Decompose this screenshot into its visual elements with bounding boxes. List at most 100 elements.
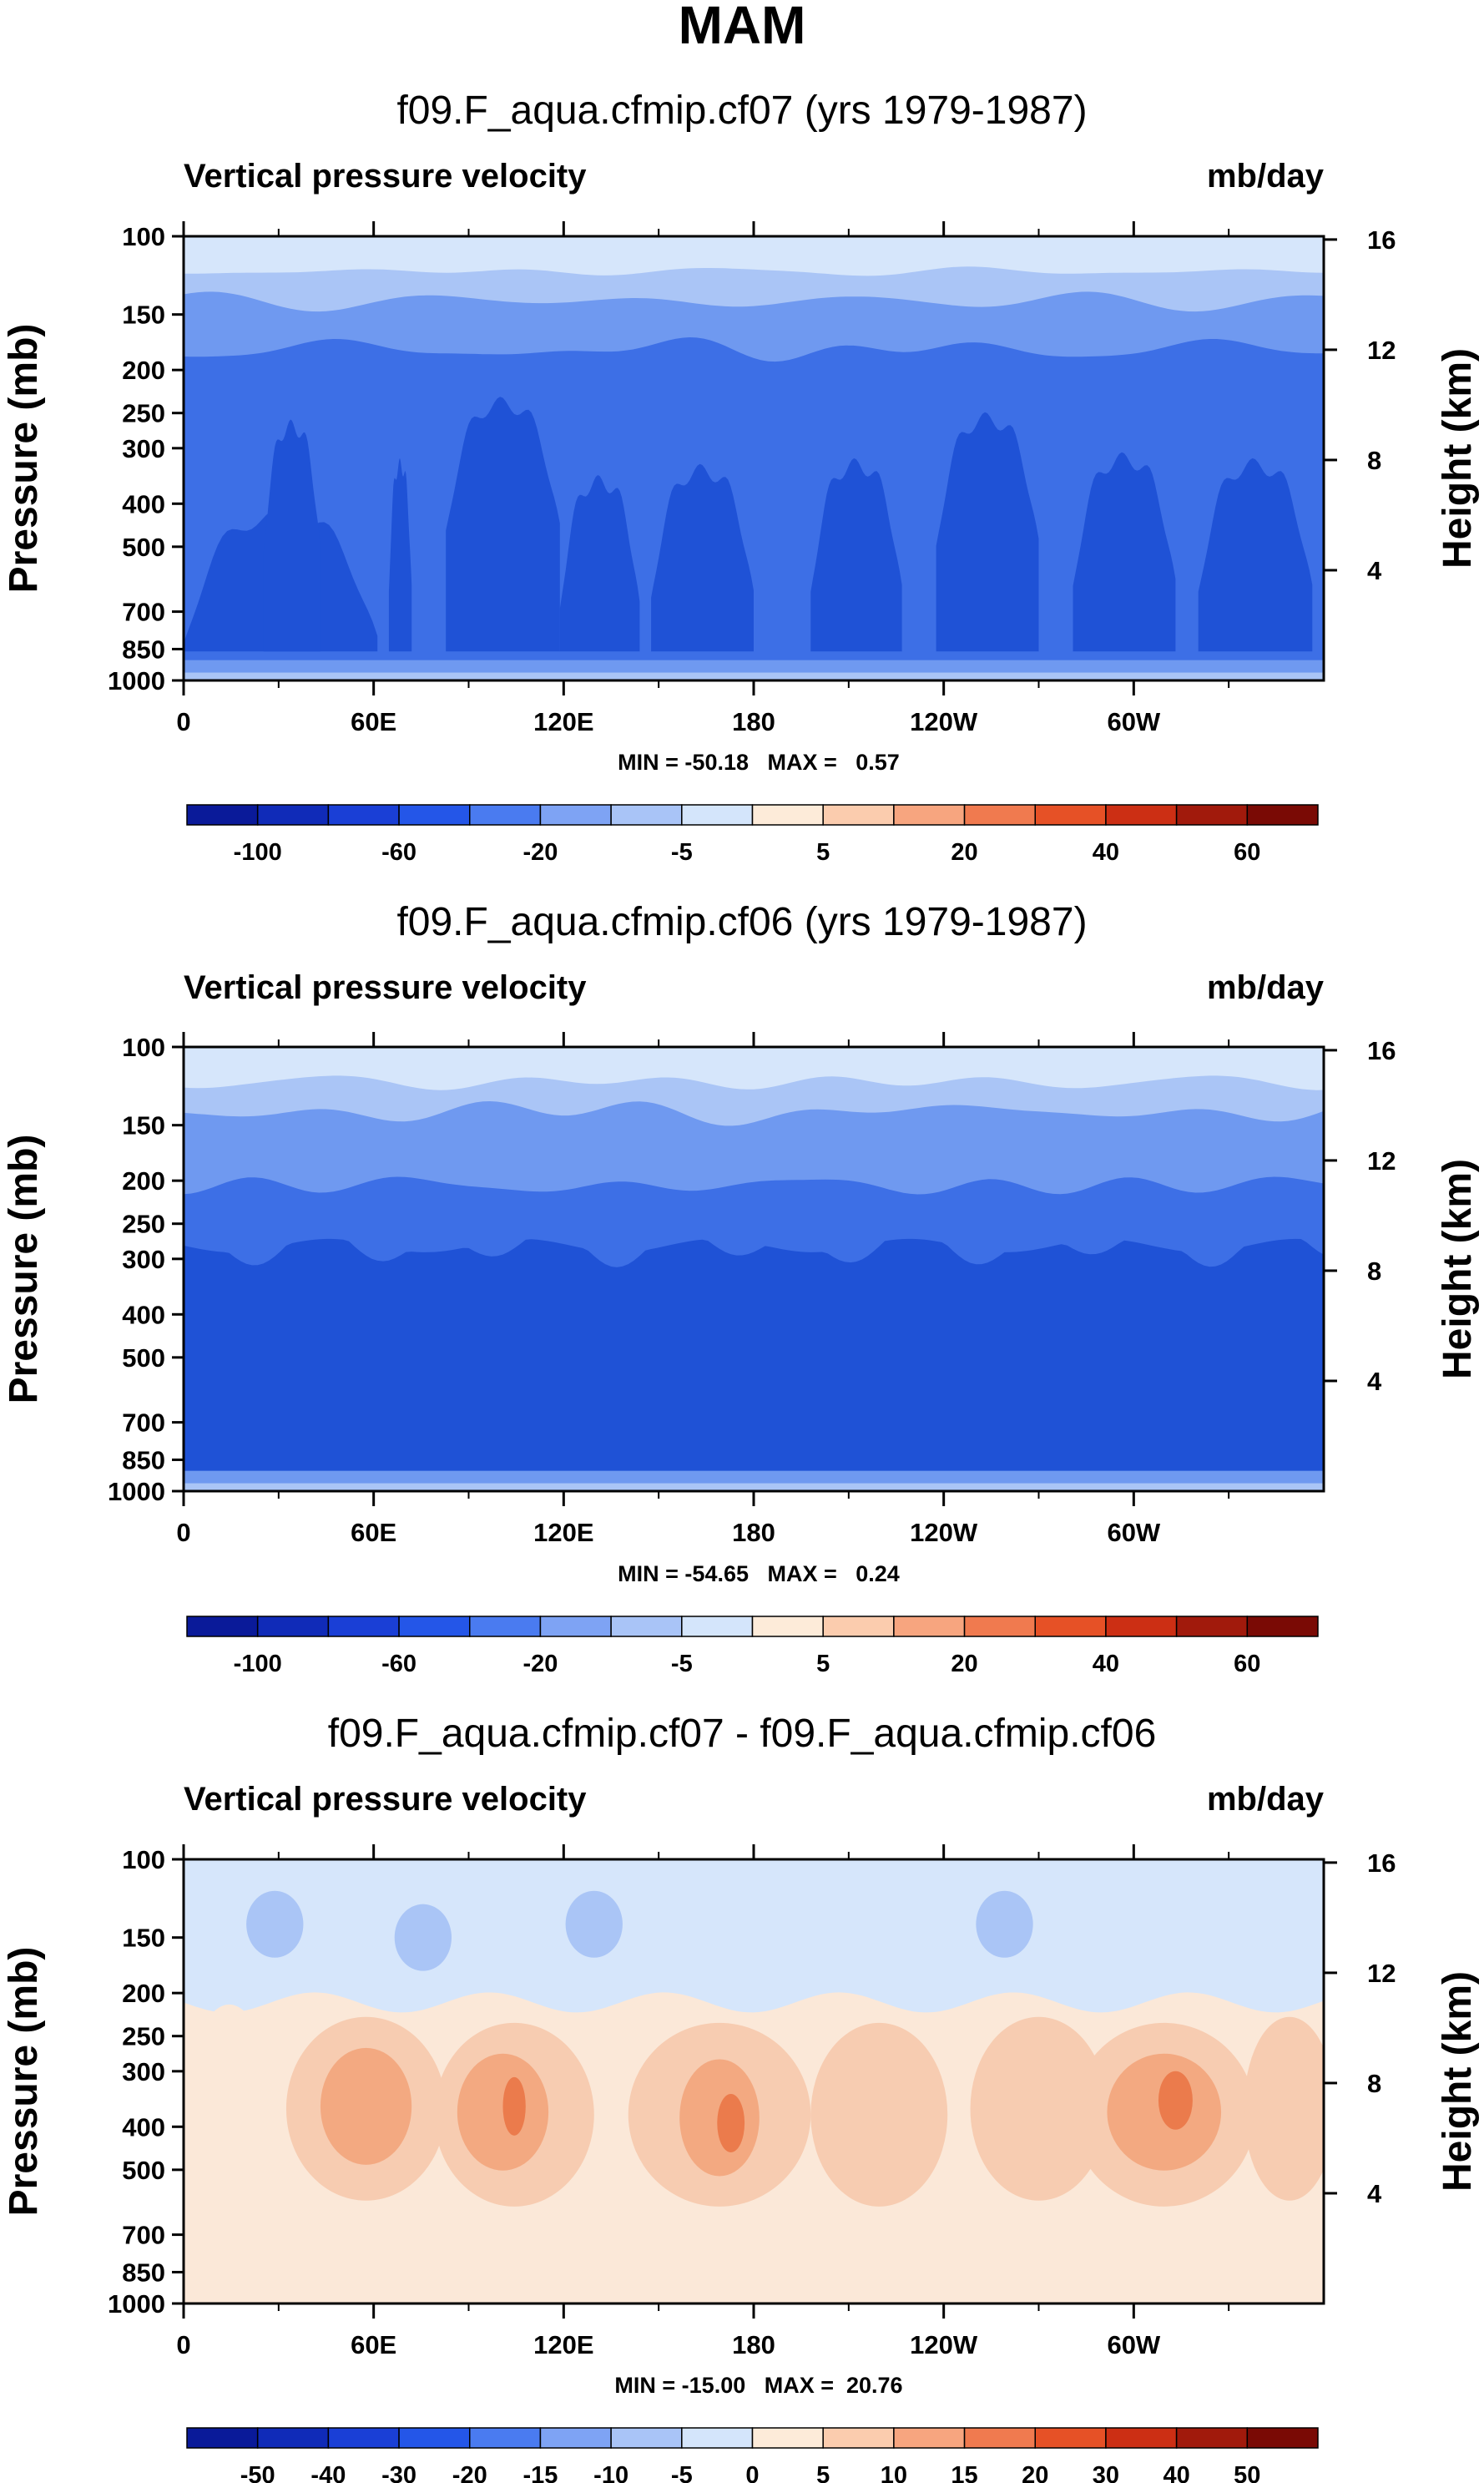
colorbar-swatch: [398, 1616, 471, 1637]
colorbar-swatch: [469, 2427, 542, 2449]
y-tick-label: 400: [122, 489, 165, 518]
y-tick-label: 100: [122, 222, 165, 251]
left-string: Vertical pressure velocity: [184, 969, 587, 1006]
colorbar-swatch: [469, 804, 542, 826]
colorbar-label: 20: [951, 1651, 977, 1677]
colorbar: -100 -60 -20 -5 5 20 40 60: [186, 1616, 1319, 1677]
colorbar-swatch: [610, 1616, 683, 1637]
colorbar-swatch: [398, 2427, 471, 2449]
colorbar-swatch: [893, 1616, 966, 1637]
y-tick-label: 150: [122, 301, 165, 330]
y2-tick-label: 12: [1367, 1146, 1396, 1176]
colorbar-swatch: [610, 804, 683, 826]
y2-tick-label: 4: [1367, 2179, 1382, 2208]
y-tick-label: 700: [122, 598, 165, 627]
x-tick-label: 120W: [910, 1518, 978, 1547]
x-tick-label: 60E: [351, 1518, 396, 1547]
colorbar-swatch: [1246, 1616, 1319, 1637]
y-tick-label: 250: [122, 399, 165, 428]
colorbar-label: 40: [1093, 839, 1119, 866]
y-tick-label: 850: [122, 1445, 165, 1474]
y-tick-label: 100: [122, 1845, 165, 1874]
y-tick-label: 200: [122, 1979, 165, 2008]
colorbar-label: -5: [671, 1651, 693, 1677]
y-tick-label: 500: [122, 1343, 165, 1373]
colorbar-label: -60: [381, 1651, 416, 1677]
y2-tick-label: 8: [1367, 446, 1381, 475]
x-tick-label: 120E: [533, 2330, 593, 2359]
x-tick-label: 60E: [351, 707, 396, 736]
colorbar-swatch: [1105, 804, 1178, 826]
colorbar-label: 10: [881, 2462, 907, 2483]
colorbar-swatch: [186, 2427, 259, 2449]
colorbar-label: -10: [593, 2462, 628, 2483]
colorbar-label: 50: [1234, 2462, 1260, 2483]
colorbar-swatch: [256, 1616, 330, 1637]
y-tick-label: 700: [122, 1408, 165, 1438]
right-string: mb/day: [1207, 969, 1325, 1006]
colorbar-swatch: [681, 2427, 754, 2449]
min-max-label: MIN = -54.65 MAX = 0.24: [618, 1561, 900, 1586]
x-tick-label: 60W: [1107, 2330, 1160, 2359]
y-tick-label: 400: [122, 2112, 165, 2142]
colorbar: -50 -40 -30 -20 -15 -10 -5 0 5 10 15 20 30 40 50: [186, 2427, 1319, 2483]
colorbar-label: 5: [816, 1651, 830, 1677]
colorbar-swatch: [893, 804, 966, 826]
colorbar-swatch: [1175, 1616, 1249, 1637]
colorbar-label: 60: [1234, 839, 1260, 866]
colorbar-swatch: [1246, 804, 1319, 826]
x-tick-label: 0: [176, 2330, 190, 2359]
y2-tick-label: 4: [1367, 1367, 1382, 1396]
colorbar-label: -60: [381, 839, 416, 866]
colorbar-label: -50: [240, 2462, 275, 2483]
colorbar-swatch: [539, 1616, 612, 1637]
contour-field: [184, 1047, 1324, 1491]
colorbar-swatch: [1175, 2427, 1249, 2449]
colorbar-label: -100: [234, 839, 282, 866]
y-tick-label: 250: [122, 2022, 165, 2051]
colorbar-swatch: [186, 804, 259, 826]
x-tick-label: 60W: [1107, 707, 1160, 736]
x-tick-label: 180: [732, 1518, 775, 1547]
colorbar-label: 15: [951, 2462, 977, 2483]
y-tick-label: 700: [122, 2221, 165, 2250]
colorbar-label: 40: [1163, 2462, 1189, 2483]
right-string: mb/day: [1207, 1781, 1325, 1818]
colorbar-swatch: [327, 804, 400, 826]
colorbar-swatch: [963, 2427, 1036, 2449]
colorbar-label: -30: [381, 2462, 416, 2483]
colorbar-label: -15: [522, 2462, 558, 2483]
panel-title: f09.F_aqua.cfmip.cf06 (yrs 1979-1987): [396, 900, 1087, 944]
x-tick-label: 0: [176, 1518, 190, 1547]
colorbar-swatch: [327, 2427, 400, 2449]
y-tick-label: 100: [122, 1033, 165, 1062]
colorbar-swatch: [1105, 1616, 1178, 1637]
colorbar-swatch: [1034, 804, 1107, 826]
colorbar-swatch: [751, 2427, 824, 2449]
y-tick-label: 1000: [108, 1477, 165, 1506]
y-tick-label: 500: [122, 2156, 165, 2185]
x-tick-label: 120E: [533, 707, 593, 736]
x-tick-label: 180: [732, 707, 775, 736]
colorbar-swatch: [186, 1616, 259, 1637]
x-tick-label: 120W: [910, 707, 978, 736]
colorbar-swatch: [822, 2427, 895, 2449]
y-tick-label: 200: [122, 356, 165, 385]
colorbar-swatch: [751, 804, 824, 826]
y2-tick-label: 16: [1367, 1848, 1396, 1878]
y2-tick-label: 12: [1367, 1959, 1396, 1988]
colorbar-swatch: [398, 804, 471, 826]
colorbar-swatch: [681, 1616, 754, 1637]
y-tick-label: 250: [122, 1210, 165, 1239]
x-tick-label: 120E: [533, 1518, 593, 1547]
y-axis-label: Pressure (mb): [2, 1947, 46, 2217]
panel-1: f09.F_aqua.cfmip.cf07 (yrs 1979-1987) Ver…: [2, 88, 1480, 866]
y-tick-label: 1000: [108, 2289, 165, 2319]
min-max-label: MIN = -15.00 MAX = 20.76: [614, 2373, 902, 2398]
y-axis-label: Pressure (mb): [2, 1135, 46, 1404]
right-string: mb/day: [1207, 158, 1325, 195]
colorbar-swatch: [539, 804, 612, 826]
colorbar-swatch: [681, 804, 754, 826]
x-tick-label: 180: [732, 2330, 775, 2359]
